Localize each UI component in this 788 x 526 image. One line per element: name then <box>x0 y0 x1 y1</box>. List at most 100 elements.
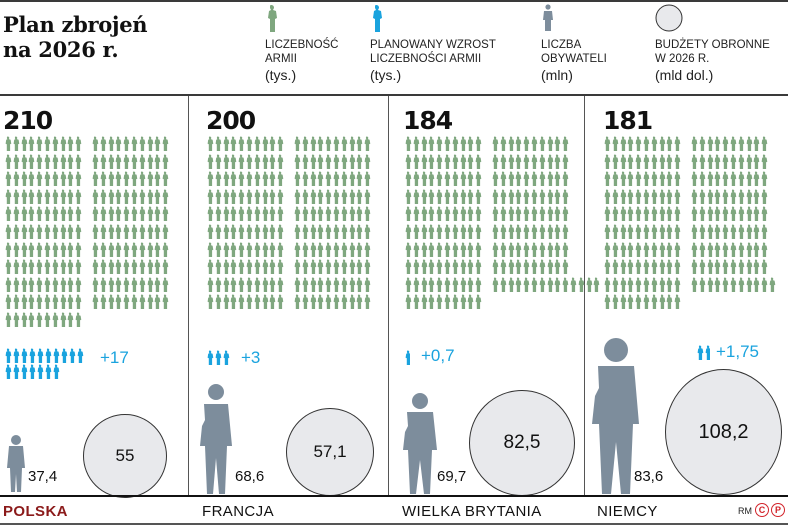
soldier-green-icon <box>107 259 115 275</box>
soldier-green-icon <box>332 259 340 275</box>
soldier-green-icon <box>130 206 138 222</box>
soldier-green-icon <box>427 277 435 292</box>
soldier-green-icon <box>619 259 627 275</box>
soldier-green-icon <box>301 154 309 169</box>
soldier-green-icon <box>43 294 51 310</box>
soldier-green-icon <box>222 171 230 187</box>
soldier-green-icon <box>309 189 317 204</box>
soldier-green-icon <box>561 206 569 222</box>
soldier-green-icon <box>66 206 74 222</box>
legend-army: LICZEBNOŚĆ ARMII (tys.) <box>265 4 339 84</box>
soldier-green-icon <box>114 189 122 204</box>
budget-circle: 108,2 <box>665 369 782 495</box>
soldier-green-icon <box>261 136 269 151</box>
soldier-green-icon <box>138 154 146 169</box>
soldier-green-icon <box>355 136 363 151</box>
soldier-row <box>4 312 178 330</box>
soldier-green-icon <box>619 154 627 169</box>
soldier-green-icon <box>4 136 12 151</box>
soldier-green-icon <box>626 277 634 292</box>
soldier-green-icon <box>59 154 67 169</box>
soldier-green-icon <box>443 242 451 257</box>
soldier-green-icon <box>737 259 745 275</box>
soldier-green-icon <box>713 224 721 239</box>
soldier-green-icon <box>706 242 714 257</box>
budget-circle: 55 <box>83 414 167 498</box>
soldier-green-icon <box>507 206 515 222</box>
soldier-green-icon <box>752 224 760 239</box>
soldier-green-icon <box>222 206 230 222</box>
soldier-green-icon <box>66 136 74 151</box>
soldier-green-icon <box>20 242 28 257</box>
soldier-green-icon <box>561 224 569 239</box>
soldier-green-icon <box>332 277 340 292</box>
soldier-green-icon <box>499 171 507 187</box>
soldier-green-icon <box>340 259 348 275</box>
soldier-green-icon <box>650 189 658 204</box>
soldier-green-icon <box>4 312 12 327</box>
soldier-green-icon <box>340 154 348 169</box>
soldier-green-icon <box>130 259 138 275</box>
soldier-blue-icon <box>76 348 84 363</box>
soldier-green-icon <box>316 294 324 310</box>
soldier-green-icon <box>229 189 237 204</box>
soldier-green-icon <box>474 171 482 187</box>
soldier-green-icon <box>237 171 245 187</box>
soldier-green-icon <box>340 171 348 187</box>
soldier-row <box>206 224 380 242</box>
soldier-green-icon <box>340 242 348 257</box>
person-grey-icon <box>200 384 232 494</box>
soldier-green-icon <box>130 277 138 292</box>
soldier-green-icon <box>324 294 332 310</box>
soldier-green-icon <box>316 224 324 239</box>
soldier-green-icon <box>665 189 673 204</box>
soldier-green-icon <box>237 136 245 151</box>
soldier-green-icon <box>561 189 569 204</box>
soldier-green-icon <box>12 277 20 292</box>
soldier-green-icon <box>268 5 277 32</box>
soldier-green-icon <box>665 294 673 310</box>
soldier-green-icon <box>474 206 482 222</box>
soldier-green-icon <box>276 294 284 310</box>
soldier-green-icon <box>435 206 443 222</box>
soldier-green-icon <box>324 224 332 239</box>
soldier-green-icon <box>66 154 74 169</box>
soldier-green-icon <box>729 206 737 222</box>
soldier-blue-icon <box>12 348 20 363</box>
soldier-green-icon <box>229 154 237 169</box>
soldier-green-icon <box>355 189 363 204</box>
soldier-green-icon <box>253 294 261 310</box>
soldier-green-icon <box>43 136 51 151</box>
soldier-blue-icon <box>28 348 36 363</box>
soldier-green-icon <box>706 277 714 292</box>
soldier-green-icon <box>20 154 28 169</box>
soldier-green-icon <box>745 171 753 187</box>
soldier-green-icon <box>658 259 666 275</box>
soldier-green-icon <box>99 136 107 151</box>
soldier-green-icon <box>122 242 130 257</box>
soldier-green-icon <box>214 294 222 310</box>
soldier-green-icon <box>276 224 284 239</box>
soldier-green-icon <box>340 189 348 204</box>
soldier-green-icon <box>4 242 12 257</box>
soldier-green-icon <box>114 294 122 310</box>
soldier-green-icon <box>268 242 276 257</box>
growth-value: +3 <box>241 348 261 367</box>
soldier-green-icon <box>698 206 706 222</box>
soldier-green-icon <box>665 259 673 275</box>
soldier-green-icon <box>737 189 745 204</box>
soldier-green-icon <box>499 224 507 239</box>
soldier-green-icon <box>530 206 538 222</box>
soldier-green-icon <box>561 136 569 151</box>
soldier-green-icon <box>737 154 745 169</box>
legend-growth: PLANOWANY WZROST LICZEBNOŚCI ARMII (tys.… <box>370 4 496 84</box>
soldier-blue-icon <box>214 350 222 365</box>
soldier-green-icon <box>459 136 467 151</box>
soldier-green-icon <box>20 224 28 239</box>
soldier-green-icon <box>268 171 276 187</box>
soldier-green-icon <box>237 206 245 222</box>
soldier-green-icon <box>404 206 412 222</box>
soldier-green-icon <box>12 206 20 222</box>
soldier-green-icon <box>59 312 67 327</box>
soldier-green-icon <box>626 224 634 239</box>
